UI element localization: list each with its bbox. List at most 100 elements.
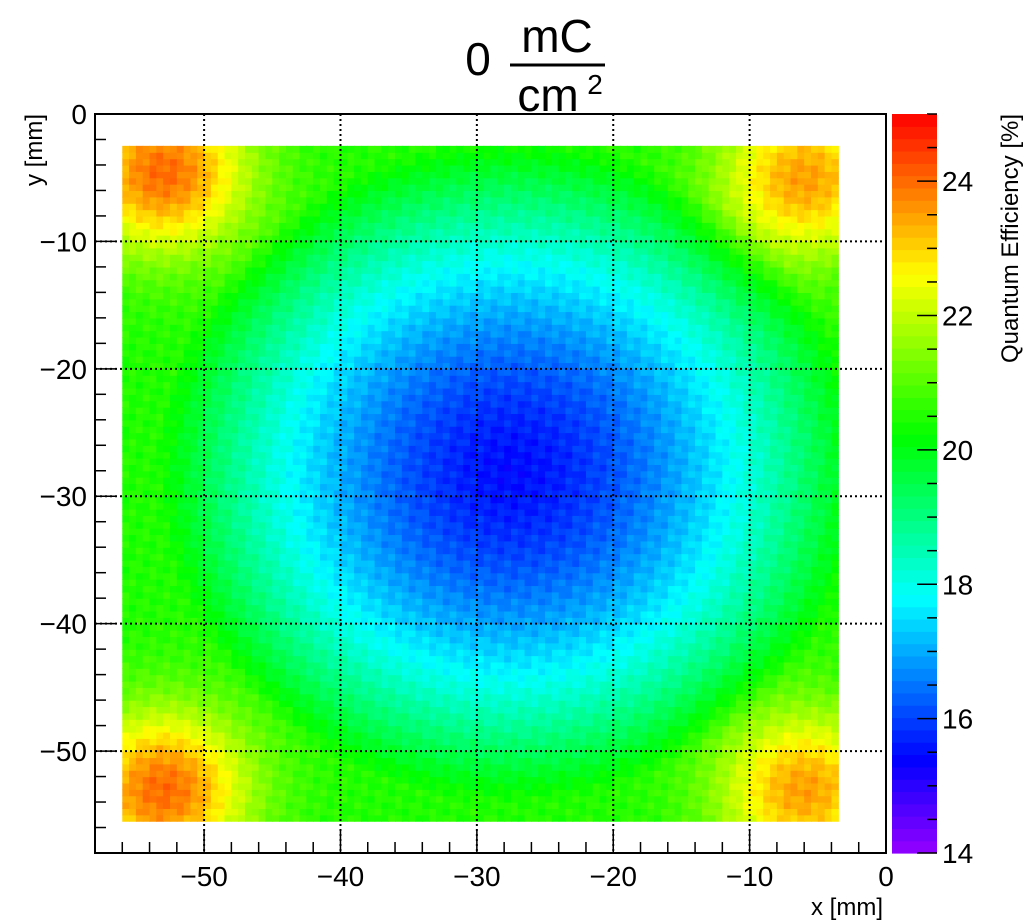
- heatmap-cell: [347, 247, 355, 255]
- heatmap-cell: [245, 387, 253, 395]
- heatmap-cell: [292, 795, 301, 803]
- heatmap-cell: [210, 744, 219, 752]
- heatmap-cell: [313, 368, 321, 376]
- heatmap-cell: [395, 738, 403, 746]
- heatmap-cell: [415, 273, 423, 281]
- heatmap-cell: [374, 145, 382, 153]
- heatmap-cell: [190, 623, 198, 631]
- heatmap-cell: [422, 534, 430, 542]
- heatmap-cell: [367, 235, 376, 243]
- heatmap-cell: [360, 254, 369, 262]
- heatmap-cell: [210, 260, 219, 268]
- heatmap-cell: [265, 814, 273, 822]
- heatmap-cell: [204, 763, 212, 771]
- heatmap-cell: [367, 209, 376, 217]
- heatmap-cell: [285, 317, 294, 325]
- heatmap-cell: [381, 547, 389, 555]
- heatmap-cell: [326, 400, 335, 408]
- heatmap-cell: [313, 610, 321, 618]
- heatmap-cell: [401, 598, 410, 606]
- heatmap-cell: [395, 540, 403, 548]
- heatmap-cell: [388, 508, 396, 516]
- heatmap-cell: [224, 795, 232, 803]
- heatmap-cell: [129, 693, 137, 701]
- heatmap-cell: [258, 668, 267, 676]
- heatmap-cell: [156, 343, 164, 351]
- heatmap-cell: [299, 368, 307, 376]
- heatmap-cell: [170, 744, 178, 752]
- heatmap-cell: [258, 356, 267, 364]
- heatmap-cell: [142, 655, 151, 663]
- heatmap-cell: [163, 324, 171, 332]
- heatmap-cell: [217, 610, 226, 618]
- heatmap-cell: [176, 464, 185, 472]
- heatmap-cell: [251, 464, 260, 472]
- heatmap-cell: [217, 158, 226, 166]
- heatmap-cell: [429, 795, 437, 803]
- heatmap-cell: [217, 782, 226, 790]
- heatmap-cell: [183, 789, 192, 797]
- heatmap-cell: [142, 426, 151, 434]
- heatmap-cell: [265, 381, 273, 389]
- heatmap-cell: [142, 438, 151, 446]
- heatmap-cell: [245, 407, 253, 415]
- heatmap-cell: [265, 540, 273, 548]
- heatmap-cell: [340, 623, 348, 631]
- heatmap-cell: [204, 521, 212, 529]
- heatmap-cell: [340, 617, 348, 625]
- heatmap-cell: [217, 649, 226, 657]
- heatmap-cell: [204, 502, 212, 510]
- heatmap-cell: [251, 617, 260, 625]
- heatmap-cell: [306, 559, 314, 567]
- heatmap-cell: [135, 776, 144, 784]
- heatmap-cell: [292, 413, 301, 421]
- heatmap-cell: [217, 623, 226, 631]
- heatmap-cell: [320, 802, 328, 809]
- heatmap-cell: [285, 814, 294, 822]
- heatmap-cell: [204, 738, 212, 746]
- heatmap-cell: [149, 362, 157, 370]
- heatmap-cell: [224, 368, 232, 376]
- heatmap-cell: [163, 203, 171, 211]
- heatmap-cell: [251, 706, 260, 714]
- heatmap-cell: [381, 292, 389, 300]
- heatmap-cell: [238, 738, 246, 746]
- heatmap-cell: [163, 394, 171, 402]
- heatmap-cell: [374, 687, 382, 695]
- heatmap-cell: [265, 145, 273, 153]
- heatmap-cell: [320, 400, 328, 408]
- heatmap-cell: [279, 184, 287, 192]
- heatmap-cell: [333, 540, 342, 548]
- heatmap-cell: [429, 413, 437, 421]
- heatmap-cell: [395, 324, 403, 332]
- heatmap-cell: [176, 508, 185, 516]
- heatmap-cell: [408, 464, 417, 472]
- heatmap-cell: [251, 591, 260, 599]
- heatmap-cell: [395, 757, 403, 765]
- heatmap-cell: [149, 164, 157, 172]
- heatmap-cell: [360, 190, 369, 198]
- heatmap-cell: [135, 508, 144, 516]
- heatmap-cell: [354, 438, 362, 446]
- heatmap-cell: [129, 668, 137, 676]
- heatmap-cell: [306, 464, 314, 472]
- heatmap-cell: [388, 349, 396, 357]
- heatmap-cell: [326, 432, 335, 440]
- heatmap-cell: [360, 610, 369, 618]
- heatmap-cell: [320, 521, 328, 529]
- heatmap-cell: [360, 305, 369, 313]
- heatmap-cell: [224, 712, 232, 720]
- heatmap-cell: [408, 585, 417, 593]
- heatmap-cell: [292, 305, 301, 313]
- heatmap-cell: [347, 349, 355, 357]
- heatmap-cell: [388, 725, 396, 733]
- heatmap-cell: [149, 317, 157, 325]
- heatmap-cell: [415, 553, 423, 561]
- heatmap-cell: [197, 209, 205, 217]
- heatmap-cell: [360, 387, 369, 395]
- heatmap-cell: [231, 693, 239, 701]
- heatmap-cell: [354, 407, 362, 415]
- heatmap-cell: [306, 782, 314, 790]
- heatmap-cell: [210, 241, 219, 249]
- heatmap-cell: [170, 680, 178, 688]
